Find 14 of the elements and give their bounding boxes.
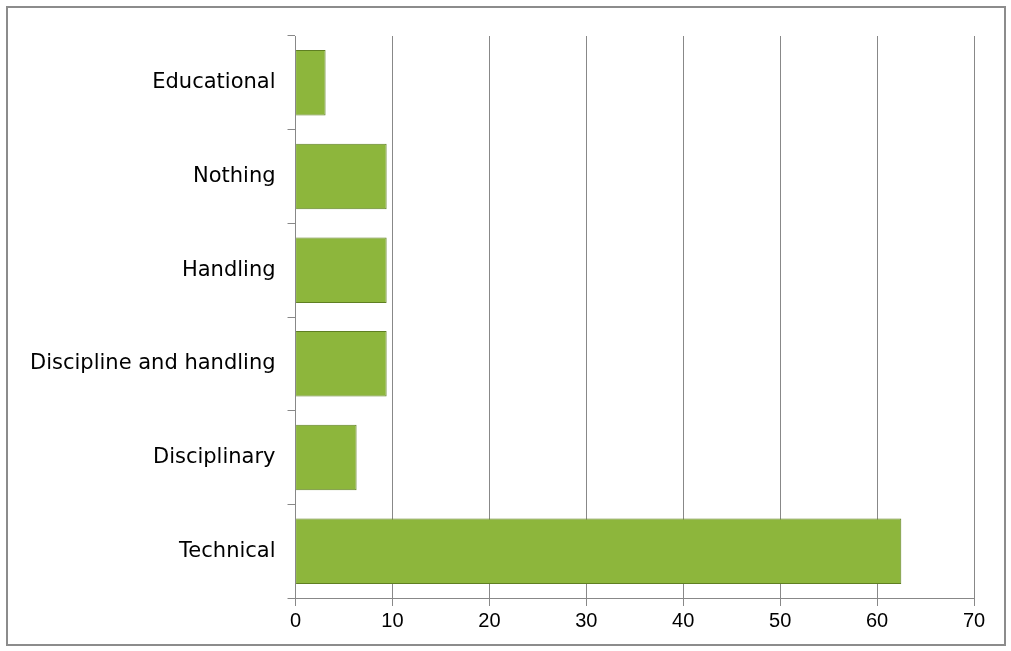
y-tick-label: Handling (181, 256, 276, 281)
x-tick-label: 70 (962, 608, 986, 631)
x-tick-label: 10 (381, 608, 404, 631)
x-tick-label: 40 (672, 608, 695, 631)
x-tick-label: 60 (865, 608, 889, 631)
x-tick-label: 20 (478, 608, 501, 631)
x-tick-label: 50 (769, 608, 792, 631)
x-tick-label: 0 (289, 608, 302, 631)
y-tick-label: Educational (152, 69, 276, 94)
y-tick-label: Technical (178, 537, 276, 562)
y-tick-label: Discipline and handling (29, 350, 276, 375)
x-tick-label: 30 (575, 608, 598, 631)
y-tick-label: Nothing (192, 162, 276, 187)
y-tick-label: Disciplinary (152, 443, 276, 468)
